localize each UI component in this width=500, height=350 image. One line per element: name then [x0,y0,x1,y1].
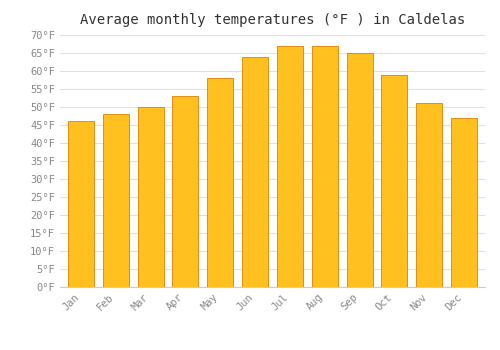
Bar [416,103,442,287]
Bar [242,57,268,287]
Bar [451,118,477,287]
Bar [312,46,338,287]
Bar [277,46,303,287]
Bar [68,121,94,287]
Bar [382,75,407,287]
Bar [102,114,129,287]
Bar [172,96,199,287]
Title: Average monthly temperatures (°F ) in Caldelas: Average monthly temperatures (°F ) in Ca… [80,13,465,27]
Bar [138,107,164,287]
Bar [346,53,372,287]
Bar [207,78,234,287]
